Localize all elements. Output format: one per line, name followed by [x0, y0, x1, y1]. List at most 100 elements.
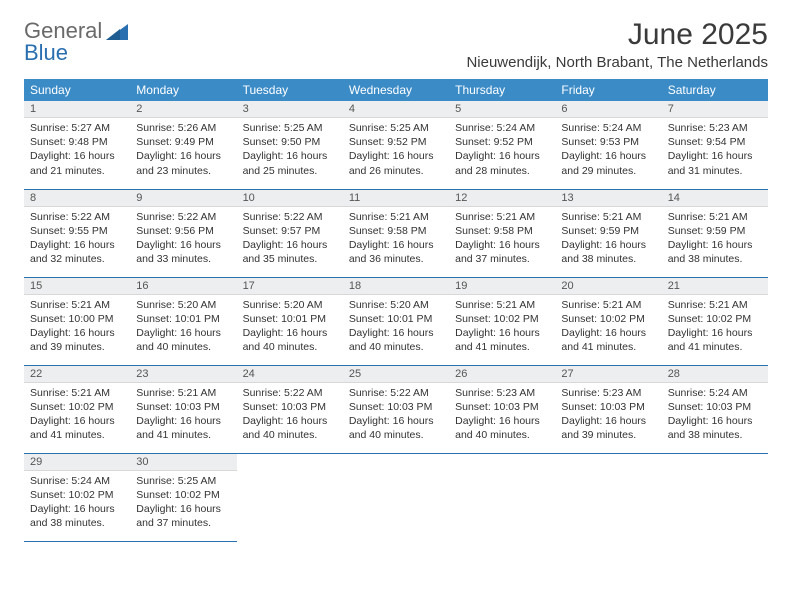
calendar-body: 1Sunrise: 5:27 AMSunset: 9:48 PMDaylight…	[24, 101, 768, 541]
sunset-line: Sunset: 10:01 PM	[349, 312, 443, 326]
location: Nieuwendijk, North Brabant, The Netherla…	[466, 54, 768, 71]
weekday-header: Friday	[555, 79, 661, 101]
day-number: 8	[24, 190, 130, 207]
daylight-line: Daylight: 16 hours and 40 minutes.	[349, 326, 443, 354]
sunrise-line: Sunrise: 5:21 AM	[668, 210, 762, 224]
sunrise-line: Sunrise: 5:21 AM	[561, 210, 655, 224]
sunrise-line: Sunrise: 5:25 AM	[136, 474, 230, 488]
day-number: 30	[130, 454, 236, 471]
day-body: Sunrise: 5:24 AMSunset: 9:53 PMDaylight:…	[555, 118, 661, 182]
day-body: Sunrise: 5:24 AMSunset: 9:52 PMDaylight:…	[449, 118, 555, 182]
day-body: Sunrise: 5:22 AMSunset: 10:03 PMDaylight…	[237, 383, 343, 447]
daylight-line: Daylight: 16 hours and 38 minutes.	[561, 238, 655, 266]
sunrise-line: Sunrise: 5:24 AM	[455, 121, 549, 135]
daylight-line: Daylight: 16 hours and 31 minutes.	[668, 149, 762, 177]
calendar-day-cell: 10Sunrise: 5:22 AMSunset: 9:57 PMDayligh…	[237, 189, 343, 277]
day-body: Sunrise: 5:20 AMSunset: 10:01 PMDaylight…	[237, 295, 343, 359]
daylight-line: Daylight: 16 hours and 40 minutes.	[349, 414, 443, 442]
sunrise-line: Sunrise: 5:23 AM	[668, 121, 762, 135]
calendar-day-cell: 1Sunrise: 5:27 AMSunset: 9:48 PMDaylight…	[24, 101, 130, 189]
daylight-line: Daylight: 16 hours and 40 minutes.	[455, 414, 549, 442]
sunrise-line: Sunrise: 5:21 AM	[455, 298, 549, 312]
logo-text-2: Blue	[24, 40, 68, 66]
day-body: Sunrise: 5:21 AMSunset: 9:58 PMDaylight:…	[343, 207, 449, 271]
sunrise-line: Sunrise: 5:27 AM	[30, 121, 124, 135]
weekday-header: Tuesday	[237, 79, 343, 101]
sunrise-line: Sunrise: 5:22 AM	[30, 210, 124, 224]
daylight-line: Daylight: 16 hours and 33 minutes.	[136, 238, 230, 266]
day-body: Sunrise: 5:25 AMSunset: 10:02 PMDaylight…	[130, 471, 236, 535]
daylight-line: Daylight: 16 hours and 38 minutes.	[668, 414, 762, 442]
sunset-line: Sunset: 9:49 PM	[136, 135, 230, 149]
daylight-line: Daylight: 16 hours and 36 minutes.	[349, 238, 443, 266]
calendar-day-cell: 9Sunrise: 5:22 AMSunset: 9:56 PMDaylight…	[130, 189, 236, 277]
day-number: 14	[662, 190, 768, 207]
calendar-day-cell: 5Sunrise: 5:24 AMSunset: 9:52 PMDaylight…	[449, 101, 555, 189]
sunrise-line: Sunrise: 5:21 AM	[668, 298, 762, 312]
sunrise-line: Sunrise: 5:24 AM	[30, 474, 124, 488]
day-number: 17	[237, 278, 343, 295]
day-number: 26	[449, 366, 555, 383]
sunset-line: Sunset: 10:02 PM	[30, 488, 124, 502]
sunset-line: Sunset: 9:59 PM	[561, 224, 655, 238]
sunset-line: Sunset: 10:03 PM	[455, 400, 549, 414]
day-body: Sunrise: 5:20 AMSunset: 10:01 PMDaylight…	[130, 295, 236, 359]
day-number: 28	[662, 366, 768, 383]
calendar-week-row: 22Sunrise: 5:21 AMSunset: 10:02 PMDaylig…	[24, 365, 768, 453]
calendar-day-cell: 2 Sunrise: 5:26 AMSunset: 9:49 PMDaylight…	[130, 101, 236, 189]
daylight-line: Daylight: 16 hours and 35 minutes.	[243, 238, 337, 266]
sunset-line: Sunset: 9:54 PM	[668, 135, 762, 149]
calendar-day-cell: 27Sunrise: 5:23 AMSunset: 10:03 PMDaylig…	[555, 365, 661, 453]
sunrise-line: Sunrise: 5:24 AM	[668, 386, 762, 400]
day-body: Sunrise: 5:21 AMSunset: 9:59 PMDaylight:…	[555, 207, 661, 271]
day-body: Sunrise: 5:25 AMSunset: 9:52 PMDaylight:…	[343, 118, 449, 182]
sunrise-line: Sunrise: 5:20 AM	[136, 298, 230, 312]
day-number: 2	[130, 101, 236, 118]
sunset-line: Sunset: 10:01 PM	[136, 312, 230, 326]
calendar-table: SundayMondayTuesdayWednesdayThursdayFrid…	[24, 79, 768, 542]
day-body: Sunrise: 5:24 AMSunset: 10:03 PMDaylight…	[662, 383, 768, 447]
daylight-line: Daylight: 16 hours and 41 minutes.	[561, 326, 655, 354]
sunset-line: Sunset: 10:03 PM	[561, 400, 655, 414]
sunset-line: Sunset: 10:02 PM	[136, 488, 230, 502]
sunrise-line: Sunrise: 5:26 AM	[136, 121, 230, 135]
daylight-line: Daylight: 16 hours and 21 minutes.	[30, 149, 124, 177]
sunrise-line: Sunrise: 5:20 AM	[243, 298, 337, 312]
calendar-day-cell: 22Sunrise: 5:21 AMSunset: 10:02 PMDaylig…	[24, 365, 130, 453]
sunset-line: Sunset: 10:01 PM	[243, 312, 337, 326]
sunrise-line: Sunrise: 5:21 AM	[561, 298, 655, 312]
calendar-day-cell: 8Sunrise: 5:22 AMSunset: 9:55 PMDaylight…	[24, 189, 130, 277]
calendar-day-cell: 17Sunrise: 5:20 AMSunset: 10:01 PMDaylig…	[237, 277, 343, 365]
calendar-day-cell: 6Sunrise: 5:24 AMSunset: 9:53 PMDaylight…	[555, 101, 661, 189]
weekday-header: Wednesday	[343, 79, 449, 101]
sunset-line: Sunset: 9:48 PM	[30, 135, 124, 149]
sunset-line: Sunset: 9:57 PM	[243, 224, 337, 238]
daylight-line: Daylight: 16 hours and 23 minutes.	[136, 149, 230, 177]
day-number: 21	[662, 278, 768, 295]
day-number: 24	[237, 366, 343, 383]
day-number: 27	[555, 366, 661, 383]
day-body: Sunrise: 5:21 AMSunset: 10:02 PMDaylight…	[662, 295, 768, 359]
daylight-line: Daylight: 16 hours and 40 minutes.	[243, 414, 337, 442]
sunset-line: Sunset: 9:52 PM	[455, 135, 549, 149]
calendar-day-cell: 18Sunrise: 5:20 AMSunset: 10:01 PMDaylig…	[343, 277, 449, 365]
day-number: 18	[343, 278, 449, 295]
day-body: Sunrise: 5:21 AMSunset: 10:02 PMDaylight…	[555, 295, 661, 359]
day-number: 6	[555, 101, 661, 118]
calendar-day-cell: 13Sunrise: 5:21 AMSunset: 9:59 PMDayligh…	[555, 189, 661, 277]
calendar-week-row: 15Sunrise: 5:21 AMSunset: 10:00 PMDaylig…	[24, 277, 768, 365]
daylight-line: Daylight: 16 hours and 40 minutes.	[136, 326, 230, 354]
day-number: 13	[555, 190, 661, 207]
daylight-line: Daylight: 16 hours and 41 minutes.	[30, 414, 124, 442]
calendar-day-cell: 11Sunrise: 5:21 AMSunset: 9:58 PMDayligh…	[343, 189, 449, 277]
day-number: 4	[343, 101, 449, 118]
sunset-line: Sunset: 10:03 PM	[349, 400, 443, 414]
sunrise-line: Sunrise: 5:25 AM	[349, 121, 443, 135]
daylight-line: Daylight: 16 hours and 41 minutes.	[136, 414, 230, 442]
sunset-line: Sunset: 9:53 PM	[561, 135, 655, 149]
header: General June 2025 Nieuwendijk, North Bra…	[24, 18, 768, 71]
daylight-line: Daylight: 16 hours and 26 minutes.	[349, 149, 443, 177]
daylight-line: Daylight: 16 hours and 41 minutes.	[668, 326, 762, 354]
daylight-line: Daylight: 16 hours and 39 minutes.	[561, 414, 655, 442]
day-body: Sunrise: 5:22 AMSunset: 10:03 PMDaylight…	[343, 383, 449, 447]
